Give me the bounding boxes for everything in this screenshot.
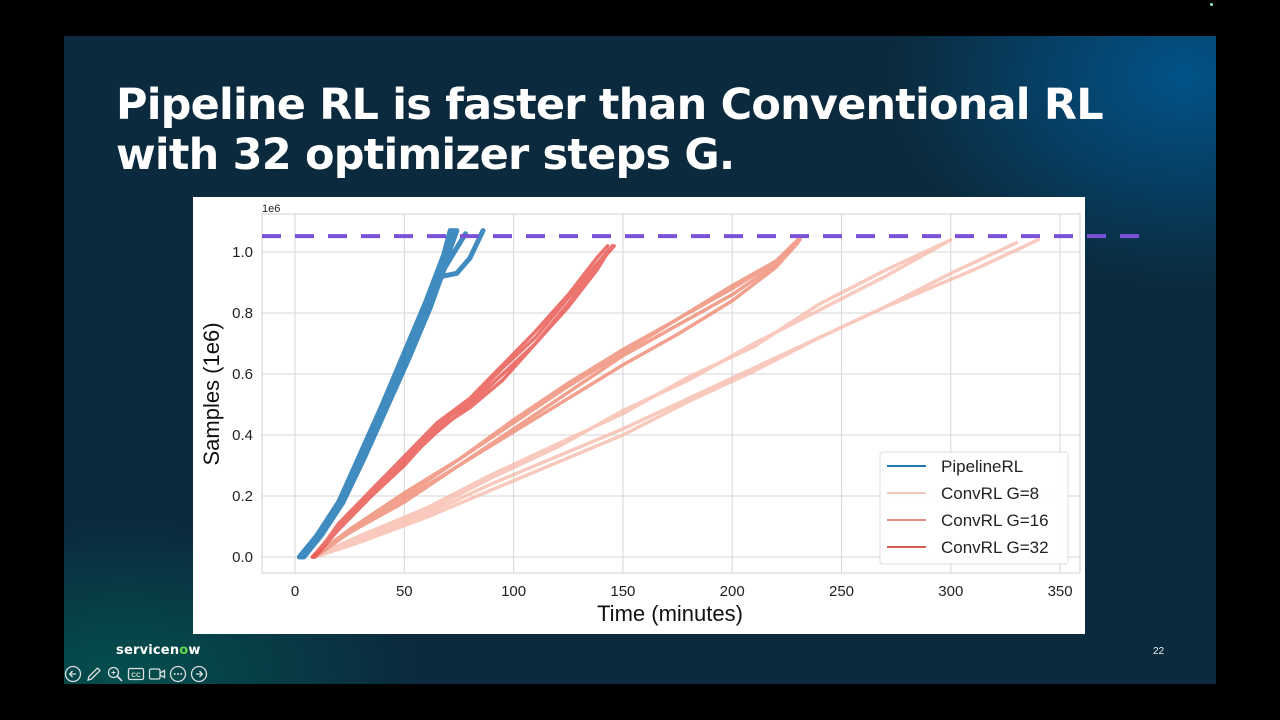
more-options-button[interactable] (169, 665, 187, 683)
series-run-line (312, 244, 610, 559)
series-run-line (312, 241, 800, 559)
x-tick-label: 150 (610, 583, 635, 600)
series-run-line (299, 228, 486, 560)
series-pipelinerl (296, 228, 486, 560)
series-run-line (312, 238, 802, 559)
legend-label: ConvRL G=16 (941, 511, 1049, 530)
x-tick-label: 250 (829, 583, 854, 600)
arrow-left-circle-icon (64, 665, 82, 683)
cc-icon: CC (127, 667, 145, 681)
y-tick-label: 0.0 (232, 549, 253, 566)
legend-label: ConvRL G=32 (941, 538, 1049, 557)
chart-legend: PipelineRL ConvRL G=8 ConvRL G=16 ConvRL G=… (879, 451, 1069, 565)
plot-frame (261, 213, 1081, 574)
series-convrl-g-8 (310, 238, 1040, 559)
legend-label: PipelineRL (941, 457, 1023, 476)
y-tick-label: 0.2 (232, 488, 253, 505)
captions-button[interactable]: CC (127, 665, 145, 683)
ellipsis-circle-icon (169, 665, 187, 683)
y-axis-label: Samples (1e6) (199, 322, 224, 465)
arrow-right-circle-icon (190, 665, 208, 683)
magnifier-icon (107, 666, 123, 682)
series-run-line (312, 244, 616, 559)
y-tick-label: 0.8 (232, 305, 253, 322)
slide-title: Pipeline RL is faster than Conventional … (116, 80, 1166, 180)
series-run-line (310, 238, 953, 559)
pencil-icon (87, 667, 101, 681)
y-offset-label: 1e6 (262, 203, 280, 215)
series-run-line (312, 241, 1019, 559)
slide: Pipeline RL is faster than Conventional … (64, 36, 1216, 684)
x-tick-label: 100 (501, 583, 526, 600)
x-axis-label: Time (minutes) (597, 601, 743, 626)
x-tick-label: 300 (938, 583, 963, 600)
svg-text:CC: CC (131, 672, 141, 679)
title-line-2: with 32 optimizer steps G. (116, 130, 735, 180)
chart-series (296, 228, 1040, 560)
servicenow-logo: servicenow (116, 643, 201, 658)
pen-button[interactable] (85, 665, 103, 683)
previous-slide-button[interactable] (64, 665, 82, 683)
series-run-line (310, 247, 612, 559)
x-tick-label: 350 (1048, 583, 1073, 600)
x-tick-label: 50 (396, 583, 413, 600)
x-tick-label: 0 (291, 583, 299, 600)
video-camera-icon (148, 668, 166, 680)
presenter-toolbar: CC (64, 665, 208, 683)
y-tick-label: 1.0 (232, 244, 253, 261)
zoom-button[interactable] (106, 665, 124, 683)
page-number: 22 (1153, 646, 1165, 657)
y-tick-label: 0.6 (232, 366, 253, 383)
legend-box (879, 451, 1069, 565)
legend-label: ConvRL G=8 (941, 484, 1039, 503)
status-dot (1210, 3, 1213, 6)
title-line-1: Pipeline RL is faster than Conventional … (116, 80, 1104, 130)
x-tick-label: 200 (720, 583, 745, 600)
next-slide-button[interactable] (190, 665, 208, 683)
series-convrl-g-32 (310, 244, 616, 559)
series-run-line (310, 238, 953, 559)
series-convrl-g-16 (310, 238, 802, 559)
axis-ticks: 0 50 100 150 200 250 300 350 0.0 0.2 0.4 0.6 0.8 1.0 (232, 244, 1072, 600)
camera-button[interactable] (148, 665, 166, 683)
y-tick-label: 0.4 (232, 427, 253, 444)
